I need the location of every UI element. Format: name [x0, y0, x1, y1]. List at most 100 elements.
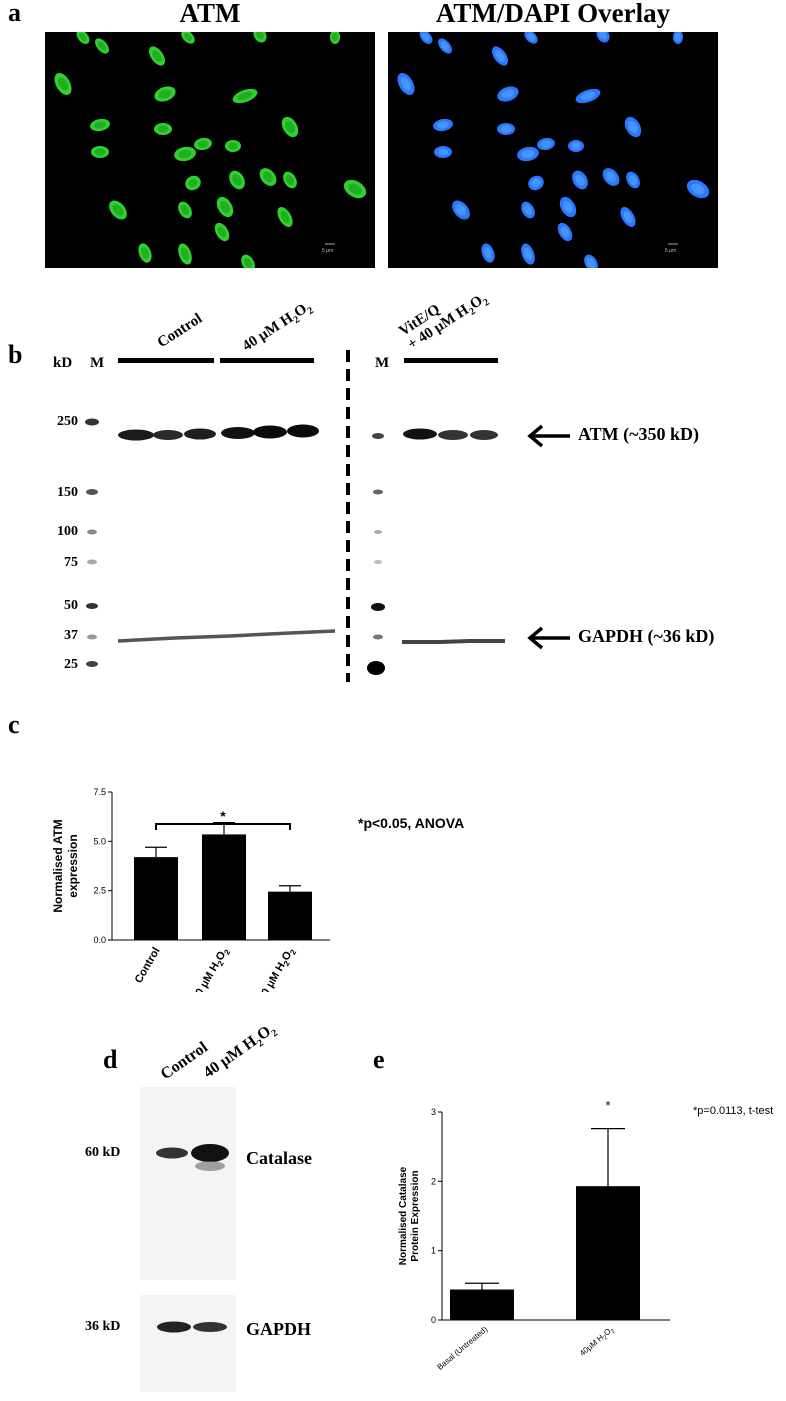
y-tick-label: 5.0 — [93, 836, 106, 846]
atm-band — [221, 427, 255, 439]
catalase-band-control — [156, 1147, 188, 1159]
gapdh-band-right — [402, 639, 505, 644]
tick-part: VitE/Q + 40 μM H — [234, 961, 288, 992]
nucleus-texture — [437, 121, 449, 129]
nucleus-texture — [112, 204, 124, 216]
tick-part: O — [602, 1327, 613, 1338]
nucleus-texture — [141, 247, 149, 259]
ladder-band — [372, 433, 384, 439]
nucleus-texture — [158, 89, 172, 99]
bar-0 — [450, 1289, 514, 1320]
nucleus-texture — [332, 32, 338, 42]
y-axis-label: Normalised ATMexpression — [51, 819, 80, 912]
overlay-micrograph — [388, 32, 718, 268]
atm-nuclei-image — [54, 32, 367, 268]
nucleus-texture — [285, 120, 295, 134]
nucleus-texture — [422, 32, 430, 42]
y-axis-label: Normalised CatalaseProtein Expression — [398, 1166, 421, 1265]
nucleus-texture — [440, 41, 450, 51]
western-blot-b — [85, 350, 570, 682]
lane-group-vitq: VitE/Q + 40 μM H2O2 — [396, 277, 493, 358]
nucleus-texture — [79, 32, 87, 42]
tick-part: Control — [133, 946, 163, 986]
nucleus-texture — [243, 257, 253, 268]
atm-scale-bar-label: 5 μm — [322, 248, 334, 254]
western-blot-d — [140, 1087, 236, 1392]
nucleus-texture — [560, 226, 570, 238]
h2o2-prefix: 40 μM H — [239, 310, 297, 355]
ladder-band — [373, 489, 383, 495]
atm-arrow — [527, 424, 570, 448]
bar-1 — [202, 834, 246, 940]
ladder-band — [367, 661, 385, 675]
marker-label-50: 50 — [64, 598, 78, 613]
y-tick-label: 3 — [431, 1107, 436, 1117]
nucleus-texture — [523, 247, 533, 261]
nucleus-texture — [348, 183, 362, 195]
atm-band — [438, 430, 468, 440]
tick-sub: 2 — [610, 1328, 617, 1335]
marker-header-right: M — [375, 355, 390, 371]
nucleus-texture — [500, 125, 512, 133]
panel-c-stat-note: *p<0.05, ANOVA — [358, 815, 465, 831]
catalase-band-smear — [195, 1161, 225, 1171]
y-tick-label: 0.0 — [93, 935, 106, 945]
x-tick-control: Control — [133, 946, 163, 986]
y-tick-label: 1 — [431, 1246, 436, 1256]
nucleus-texture — [580, 91, 596, 101]
nucleus-texture — [455, 204, 467, 216]
lane-group-h2o2: 40 μM H2O2 — [240, 298, 316, 357]
nucleus-texture — [628, 174, 638, 186]
nucleus-texture — [97, 41, 107, 51]
tick-part: 40 μM H — [190, 961, 222, 992]
atm-bands-right — [403, 428, 498, 440]
ladder-band — [87, 634, 97, 640]
panel-letter-e: e — [373, 1045, 385, 1074]
lane-control-d: Control — [157, 1038, 211, 1084]
x-tick-vitq: VitE/Q + 40 μM H2O2 — [234, 945, 299, 992]
tick-sub: 2 — [288, 948, 298, 957]
nucleus-texture — [262, 171, 274, 183]
ladder-band — [86, 489, 98, 495]
nucleus-texture — [521, 149, 535, 159]
ladder-band — [86, 661, 98, 667]
marker-header-left: M — [90, 355, 105, 371]
y-tick-label: 2 — [431, 1176, 436, 1186]
nucleus-texture — [691, 183, 705, 195]
gapdh-band-label: GAPDH (~36 kD) — [578, 626, 715, 646]
bar-2 — [268, 891, 312, 940]
nucleus-texture — [628, 120, 638, 134]
tick-sub: 2 — [603, 1334, 610, 1341]
atm-band — [184, 428, 216, 440]
atm-micrograph — [45, 32, 375, 268]
nucleus-texture — [523, 204, 533, 216]
nucleus-texture — [495, 50, 505, 62]
nucleus-texture — [400, 77, 412, 91]
nucleus-texture — [623, 211, 633, 223]
nucleus-texture — [501, 89, 515, 99]
catalase-expression-chart: 0 1 2 3 Normalised CatalaseProtein Expressio… — [398, 1098, 670, 1372]
tick-sub: 2 — [282, 959, 292, 968]
nucleus-texture — [571, 142, 581, 150]
marker-label-25: 25 — [64, 657, 78, 672]
nucleus-texture — [675, 32, 681, 42]
significance-star: * — [605, 1098, 610, 1113]
tick-sub: 2 — [216, 959, 226, 968]
lane-h2o2-d-prefix: 40 μM H — [200, 1032, 260, 1082]
atm-bands-left — [118, 424, 319, 441]
lane-h2o2-d: 40 μM H2O2 — [200, 1020, 280, 1084]
atm-band — [153, 430, 183, 440]
catalase-blot — [140, 1087, 236, 1280]
panel-letter-b: b — [8, 340, 23, 369]
ladder-band — [87, 529, 97, 535]
y-tick-label: 2.5 — [93, 886, 106, 896]
nucleus-texture — [180, 204, 190, 216]
nucleus-texture — [605, 171, 617, 183]
nucleus-texture — [157, 125, 169, 133]
ladder-left — [85, 418, 99, 667]
nucleus-texture — [188, 178, 198, 188]
catalase-band-h2o2 — [191, 1144, 229, 1162]
nucleus-texture — [152, 50, 162, 62]
significance-bracket — [155, 823, 291, 830]
panel-letter-a: a — [8, 0, 21, 27]
